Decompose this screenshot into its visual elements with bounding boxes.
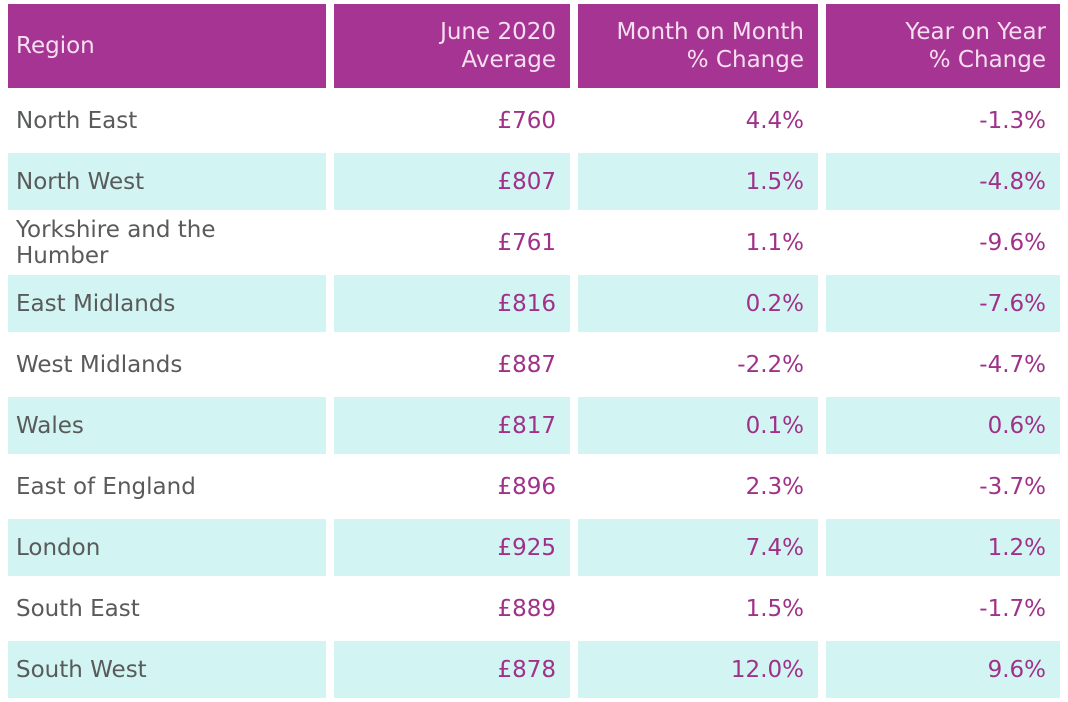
- region-cell: Wales: [8, 397, 326, 454]
- value-cell: £807: [334, 153, 570, 210]
- region-cell: West Midlands: [8, 336, 326, 393]
- table-row: East Midlands £816 0.2% -7.6%: [8, 275, 1060, 332]
- value-cell: 9.6%: [826, 641, 1060, 698]
- value-cell: £878: [334, 641, 570, 698]
- value-cell: 2.3%: [578, 458, 818, 515]
- value-cell: 0.2%: [578, 275, 818, 332]
- table-row: East of England £896 2.3% -3.7%: [8, 458, 1060, 515]
- value-cell: £889: [334, 580, 570, 637]
- value-cell: £761: [334, 214, 570, 271]
- region-cell: London: [8, 519, 326, 576]
- value-cell: 12.0%: [578, 641, 818, 698]
- value-cell: £887: [334, 336, 570, 393]
- value-cell: 7.4%: [578, 519, 818, 576]
- table-row: North East £760 4.4% -1.3%: [8, 92, 1060, 149]
- value-cell: £816: [334, 275, 570, 332]
- value-cell: £896: [334, 458, 570, 515]
- region-cell: North West: [8, 153, 326, 210]
- value-cell: £817: [334, 397, 570, 454]
- value-cell: 1.1%: [578, 214, 818, 271]
- column-header-june-2020-average: June 2020 Average: [334, 4, 570, 88]
- value-cell: 1.5%: [578, 153, 818, 210]
- value-cell: £760: [334, 92, 570, 149]
- column-header-region: Region: [8, 4, 326, 88]
- header-row: Region June 2020 Average Month on Month …: [8, 4, 1060, 88]
- table-row: Yorkshire and the Humber £761 1.1% -9.6%: [8, 214, 1060, 271]
- table-row: Wales £817 0.1% 0.6%: [8, 397, 1060, 454]
- value-cell: -4.7%: [826, 336, 1060, 393]
- value-cell: 4.4%: [578, 92, 818, 149]
- value-cell: 0.1%: [578, 397, 818, 454]
- region-cell: South East: [8, 580, 326, 637]
- value-cell: -4.8%: [826, 153, 1060, 210]
- value-cell: -1.7%: [826, 580, 1060, 637]
- value-cell: 0.6%: [826, 397, 1060, 454]
- region-cell: East of England: [8, 458, 326, 515]
- table-row: West Midlands £887 -2.2% -4.7%: [8, 336, 1060, 393]
- table-row: South West £878 12.0% 9.6%: [8, 641, 1060, 698]
- table-row: London £925 7.4% 1.2%: [8, 519, 1060, 576]
- column-header-year-on-year-change: Year on Year % Change: [826, 4, 1060, 88]
- table-row: North West £807 1.5% -4.8%: [8, 153, 1060, 210]
- region-cell: East Midlands: [8, 275, 326, 332]
- value-cell: 1.2%: [826, 519, 1060, 576]
- value-cell: -1.3%: [826, 92, 1060, 149]
- region-cell: South West: [8, 641, 326, 698]
- value-cell: -7.6%: [826, 275, 1060, 332]
- value-cell: £925: [334, 519, 570, 576]
- value-cell: -9.6%: [826, 214, 1060, 271]
- value-cell: 1.5%: [578, 580, 818, 637]
- column-header-month-on-month-change: Month on Month % Change: [578, 4, 818, 88]
- region-cell: Yorkshire and the Humber: [8, 214, 326, 271]
- region-cell: North East: [8, 92, 326, 149]
- value-cell: -2.2%: [578, 336, 818, 393]
- table-body: North East £760 4.4% -1.3% North West £807 1.5…: [8, 92, 1060, 698]
- table-row: South East £889 1.5% -1.7%: [8, 580, 1060, 637]
- value-cell: -3.7%: [826, 458, 1060, 515]
